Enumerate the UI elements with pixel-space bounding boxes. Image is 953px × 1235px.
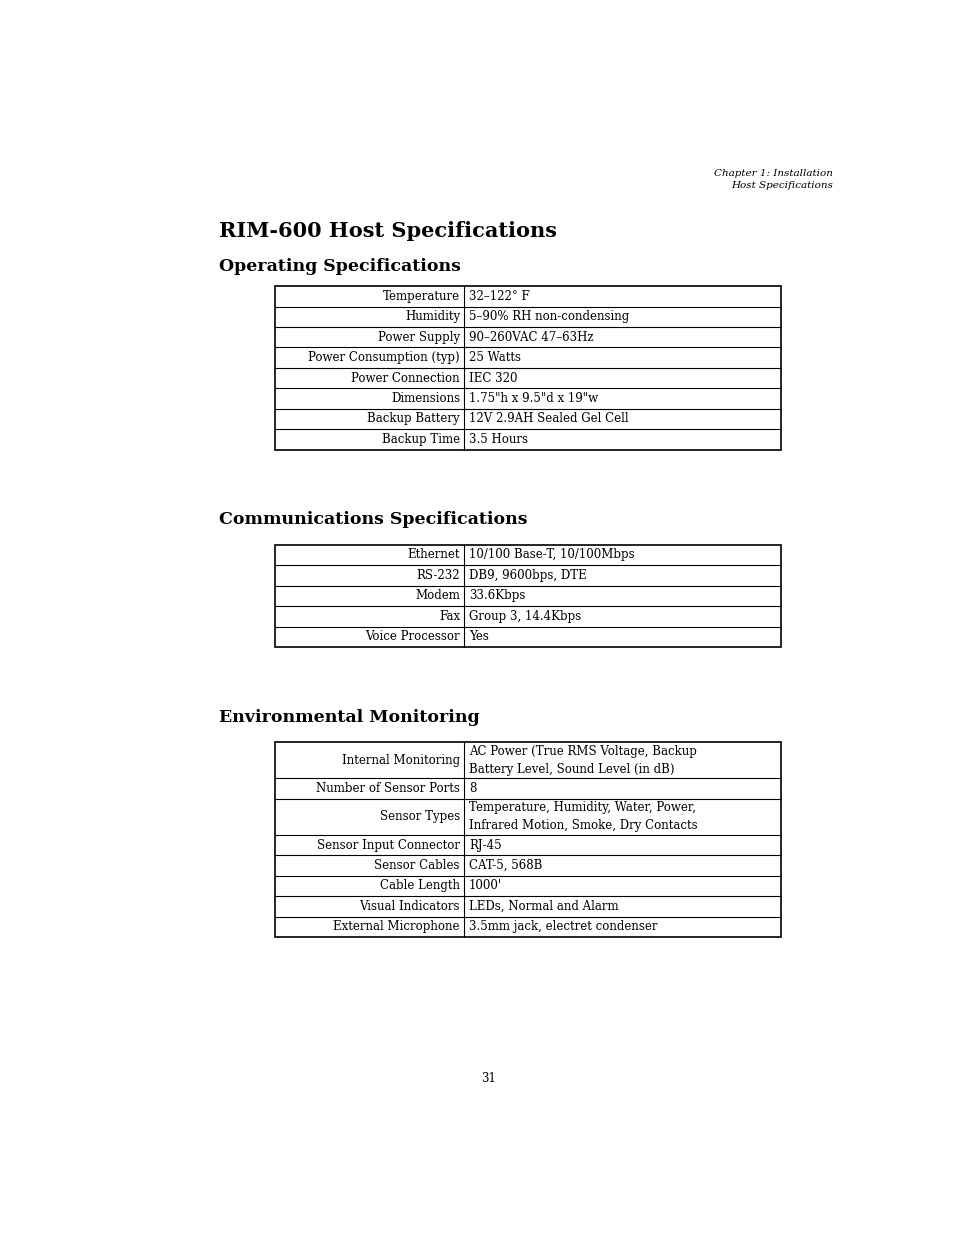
Text: Sensor Input Connector: Sensor Input Connector: [316, 839, 459, 851]
Text: CAT-5, 568B: CAT-5, 568B: [468, 860, 541, 872]
Text: 32–122° F: 32–122° F: [468, 290, 529, 303]
Text: 33.6Kbps: 33.6Kbps: [468, 589, 525, 603]
Text: Internal Monitoring: Internal Monitoring: [341, 753, 459, 767]
Text: Sensor Cables: Sensor Cables: [375, 860, 459, 872]
Bar: [274, 545, 781, 647]
Text: Power Connection: Power Connection: [351, 372, 459, 384]
Text: Power Supply: Power Supply: [377, 331, 459, 343]
Text: 5–90% RH non-condensing: 5–90% RH non-condensing: [468, 310, 628, 324]
Text: 90–260VAC 47–63Hz: 90–260VAC 47–63Hz: [468, 331, 593, 343]
Text: Backup Battery: Backup Battery: [367, 412, 459, 426]
Text: Modem: Modem: [415, 589, 459, 603]
Text: Chapter 1: Installation: Chapter 1: Installation: [713, 169, 832, 178]
Text: External Microphone: External Microphone: [334, 920, 459, 934]
Text: Temperature: Temperature: [382, 290, 459, 303]
Text: Fax: Fax: [438, 610, 459, 622]
Text: Dimensions: Dimensions: [391, 391, 459, 405]
Text: AC Power (True RMS Voltage, Backup: AC Power (True RMS Voltage, Backup: [468, 745, 696, 757]
Text: Operating Specifications: Operating Specifications: [219, 258, 460, 274]
Text: Cable Length: Cable Length: [379, 879, 459, 893]
Text: RJ-45: RJ-45: [468, 839, 501, 851]
Text: Ethernet: Ethernet: [407, 548, 459, 562]
Text: Battery Level, Sound Level (in dB): Battery Level, Sound Level (in dB): [468, 763, 674, 776]
Text: Power Consumption (typ): Power Consumption (typ): [308, 351, 459, 364]
Text: Temperature, Humidity, Water, Power,: Temperature, Humidity, Water, Power,: [468, 802, 695, 814]
Text: 10/100 Base-T, 10/100Mbps: 10/100 Base-T, 10/100Mbps: [468, 548, 634, 562]
Text: Humidity: Humidity: [404, 310, 459, 324]
Text: RIM-600 Host Specifications: RIM-600 Host Specifications: [219, 221, 557, 241]
Text: Visual Indicators: Visual Indicators: [359, 900, 459, 913]
Text: Number of Sensor Ports: Number of Sensor Ports: [315, 782, 459, 795]
Text: 25 Watts: 25 Watts: [468, 351, 520, 364]
Bar: [274, 287, 781, 450]
Text: 3.5mm jack, electret condenser: 3.5mm jack, electret condenser: [468, 920, 657, 934]
Text: Yes: Yes: [468, 630, 488, 643]
Text: 3.5 Hours: 3.5 Hours: [468, 433, 527, 446]
Text: Host Specifications: Host Specifications: [730, 182, 832, 190]
Text: Sensor Types: Sensor Types: [379, 810, 459, 824]
Text: IEC 320: IEC 320: [468, 372, 517, 384]
Text: 1.75"h x 9.5"d x 19"w: 1.75"h x 9.5"d x 19"w: [468, 391, 598, 405]
Text: 1000': 1000': [468, 879, 501, 893]
Text: Group 3, 14.4Kbps: Group 3, 14.4Kbps: [468, 610, 580, 622]
Text: 8: 8: [468, 782, 476, 795]
Text: 31: 31: [481, 1072, 496, 1084]
Text: LEDs, Normal and Alarm: LEDs, Normal and Alarm: [468, 900, 618, 913]
Text: Voice Processor: Voice Processor: [365, 630, 459, 643]
Text: RS-232: RS-232: [416, 569, 459, 582]
Bar: [274, 742, 781, 937]
Text: 12V 2.9AH Sealed Gel Cell: 12V 2.9AH Sealed Gel Cell: [468, 412, 628, 426]
Text: Backup Time: Backup Time: [381, 433, 459, 446]
Text: Infrared Motion, Smoke, Dry Contacts: Infrared Motion, Smoke, Dry Contacts: [468, 819, 697, 832]
Text: Communications Specifications: Communications Specifications: [219, 511, 527, 529]
Text: Environmental Monitoring: Environmental Monitoring: [219, 709, 479, 726]
Text: DB9, 9600bps, DTE: DB9, 9600bps, DTE: [468, 569, 586, 582]
